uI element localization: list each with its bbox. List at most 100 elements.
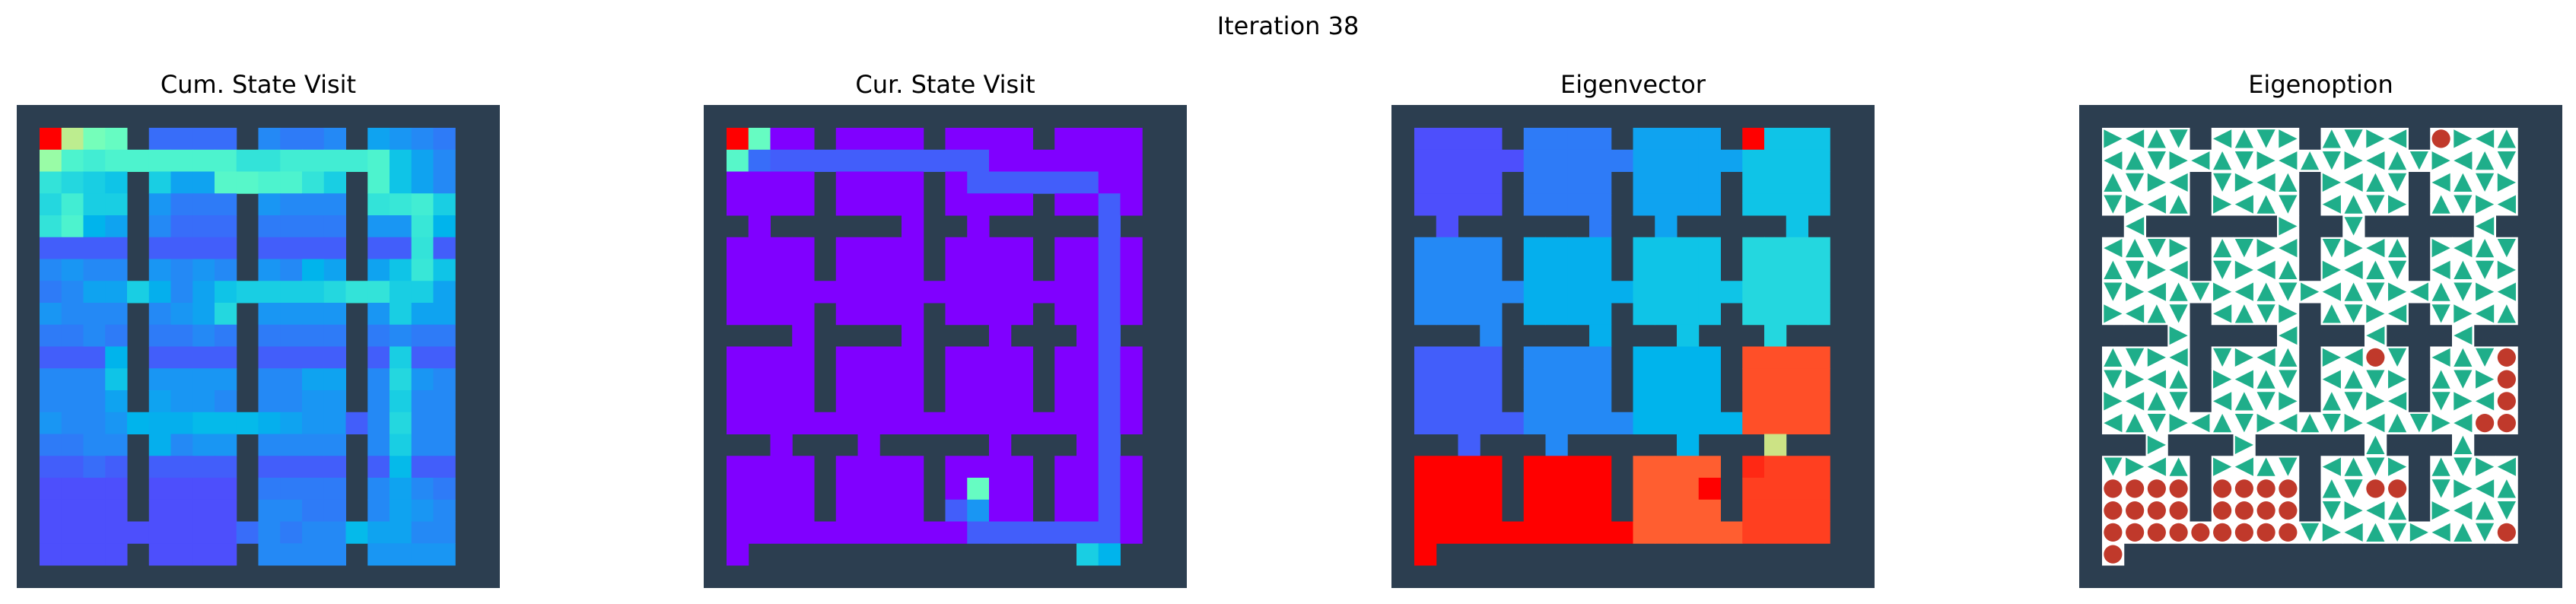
heatmap-cell <box>1698 149 1721 172</box>
heatmap-cell <box>1808 499 1830 522</box>
heatmap-cell <box>879 303 902 326</box>
option-arrow <box>2388 457 2407 476</box>
option-arrow <box>2344 457 2363 476</box>
heatmap-cell <box>814 281 837 304</box>
heatmap-cell <box>105 324 128 347</box>
option-arrow <box>2454 435 2473 454</box>
heatmap-cell <box>835 390 858 413</box>
heatmap-cell <box>1458 171 1480 194</box>
option-arrow <box>2213 195 2232 214</box>
option-arrow <box>2256 304 2275 323</box>
option-arrow <box>2497 282 2516 301</box>
heatmap-cell <box>323 434 346 456</box>
heatmap-cell <box>61 215 84 238</box>
option-arrow <box>2147 260 2166 279</box>
heatmap-cell <box>1054 456 1077 478</box>
heatmap-cell <box>280 456 303 478</box>
heatmap-cell <box>215 149 237 172</box>
heatmap-cell <box>1633 281 1655 304</box>
option-arrow <box>2476 304 2495 323</box>
heatmap-cell <box>61 303 84 326</box>
option-arrow <box>2497 260 2516 279</box>
option-arrow <box>2169 239 2188 258</box>
heatmap-cell <box>1054 390 1077 413</box>
heatmap-cell <box>170 324 193 347</box>
heatmap-cell <box>323 324 346 347</box>
heatmap-cell <box>1010 171 1033 194</box>
heatmap-cell <box>258 149 281 172</box>
option-arrow <box>2454 501 2473 520</box>
heatmap-cell <box>1077 237 1099 259</box>
heatmap-cell <box>280 499 303 522</box>
heatmap-cell <box>61 499 84 522</box>
heatmap-cell <box>1120 478 1143 501</box>
heatmap-cell <box>1698 368 1721 391</box>
heatmap-cell <box>215 499 237 522</box>
heatmap-cell <box>302 368 325 391</box>
option-arrow <box>2279 392 2298 411</box>
option-arrow <box>2344 370 2363 389</box>
heatmap-cell <box>302 237 325 259</box>
option-arrow <box>2409 414 2428 433</box>
heatmap-cell <box>1077 259 1099 281</box>
option-arrow <box>2147 457 2166 476</box>
heatmap-cell <box>1808 237 1830 259</box>
option-arrow <box>2497 457 2516 476</box>
heatmap-cell <box>411 499 434 522</box>
option-arrow <box>2147 370 2166 389</box>
option-arrow <box>2431 151 2450 170</box>
option-arrow <box>2476 129 2495 148</box>
heatmap-cell <box>1786 215 1808 238</box>
heatmap-cell <box>390 259 412 281</box>
heatmap-cell <box>1677 193 1700 216</box>
option-arrow <box>2322 370 2341 389</box>
option-arrow <box>2431 523 2450 542</box>
heatmap-cell <box>1742 478 1765 501</box>
heatmap-cell <box>1808 368 1830 391</box>
heatmap-cell <box>302 456 325 478</box>
heatmap-cell <box>1808 456 1830 478</box>
heatmap-cell <box>1545 390 1568 413</box>
heatmap-cell <box>1098 521 1121 544</box>
option-arrow <box>2256 173 2275 192</box>
heatmap-cell <box>1655 149 1678 172</box>
heatmap-cell <box>857 193 880 216</box>
heatmap-cell <box>1742 281 1765 304</box>
heatmap-cell <box>280 259 303 281</box>
heatmap-cell <box>367 478 390 501</box>
heatmap-cell <box>989 368 1012 391</box>
option-arrow <box>2126 129 2145 148</box>
heatmap-cell <box>61 368 84 391</box>
heatmap-cell <box>367 281 390 304</box>
heatmap-cell <box>1808 390 1830 413</box>
option-arrow <box>2431 392 2450 411</box>
heatmap-cell <box>1458 259 1480 281</box>
terminal-marker <box>2126 501 2145 520</box>
heatmap-cell <box>1098 434 1121 456</box>
option-arrow <box>2322 457 2341 476</box>
heatmap-cell <box>1545 149 1568 172</box>
heatmap-cell <box>61 259 84 281</box>
heatmap-cell <box>148 303 171 326</box>
option-arrow <box>2476 239 2495 258</box>
heatmap-cell <box>792 521 815 544</box>
heatmap-cell <box>105 543 128 566</box>
heatmap-cell <box>61 434 84 456</box>
heatmap-cell <box>1054 303 1077 326</box>
heatmap-cell <box>1677 128 1700 151</box>
heatmap-cell <box>923 149 946 172</box>
option-arrow <box>2169 282 2188 301</box>
option-arrow <box>2126 217 2145 236</box>
heatmap-cell <box>1480 390 1503 413</box>
heatmap-cell <box>1611 521 1633 544</box>
heatmap-cell <box>1098 499 1121 522</box>
option-arrow <box>2234 348 2253 367</box>
heatmap-cell <box>148 499 171 522</box>
heatmap-cell <box>433 478 456 501</box>
heatmap-cell <box>1567 478 1590 501</box>
heatmap-cell <box>192 478 215 501</box>
option-arrow <box>2213 370 2232 389</box>
heatmap-cell <box>1436 259 1458 281</box>
heatmap-cell <box>1436 456 1458 478</box>
option-arrow <box>2147 304 2166 323</box>
